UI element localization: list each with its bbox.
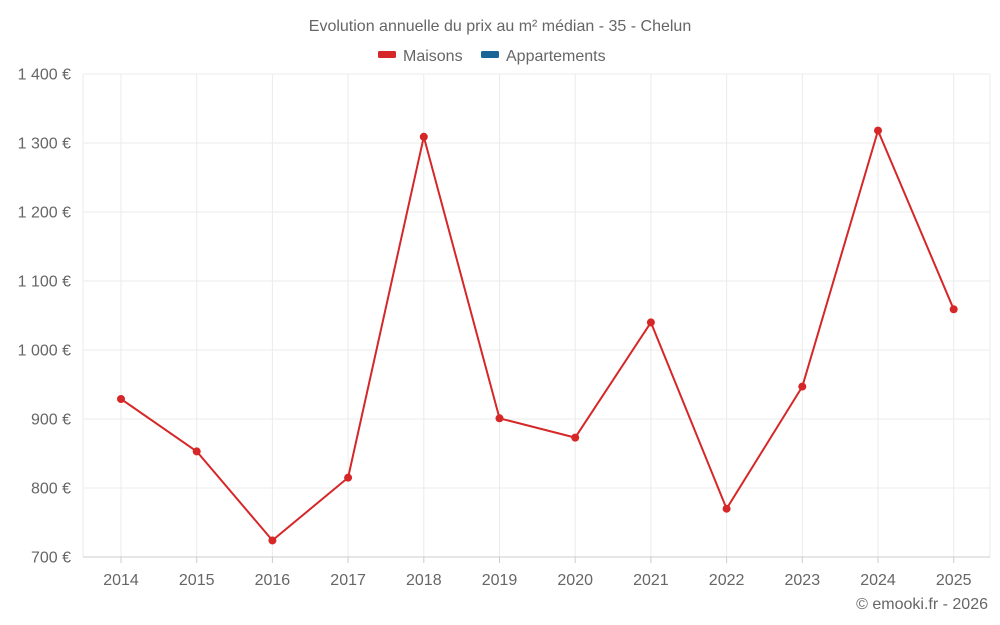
y-tick-label: 1 100 € <box>18 274 71 291</box>
x-tick-label: 2016 <box>255 572 291 589</box>
data-point[interactable] <box>722 504 731 513</box>
x-tick-label: 2023 <box>785 572 821 589</box>
y-tick-label: 1 400 € <box>18 67 71 84</box>
series-line-maisons <box>120 129 955 542</box>
data-point[interactable] <box>874 126 882 135</box>
data-point[interactable] <box>192 447 201 456</box>
x-tick-label: 2017 <box>330 572 366 589</box>
data-point[interactable] <box>344 473 353 482</box>
x-tick-label: 2018 <box>406 572 442 589</box>
y-tick-label: 800 € <box>31 481 71 498</box>
x-tick-label: 2022 <box>709 572 745 589</box>
x-tick-label: 2024 <box>860 572 896 589</box>
series <box>117 126 958 545</box>
x-tick-label: 2019 <box>482 572 518 589</box>
legend-label-maisons: Maisons <box>403 48 463 65</box>
x-tick-label: 2020 <box>557 572 593 589</box>
x-tick-label: 2021 <box>633 572 669 589</box>
legend-item-appartements[interactable]: Appartements <box>481 48 606 65</box>
axes: 700 € 800 € 900 € 1 000 € 1 100 € 1 200 € 1 30… <box>18 67 990 589</box>
credit: © emooki.fr - 2026 <box>856 596 988 613</box>
legend: Maisons Appartements <box>378 48 606 65</box>
y-tick-label: 1 300 € <box>18 136 71 153</box>
data-point[interactable] <box>798 382 807 391</box>
data-point[interactable] <box>949 305 958 314</box>
x-tick-label: 2025 <box>936 572 972 589</box>
y-tick-label: 700 € <box>31 550 71 567</box>
legend-swatch-maisons <box>378 51 396 58</box>
x-tick-label: 2015 <box>179 572 215 589</box>
data-point[interactable] <box>646 318 655 327</box>
legend-label-appartements: Appartements <box>506 48 606 65</box>
grid <box>82 73 991 557</box>
data-point[interactable] <box>117 394 125 403</box>
legend-swatch-appartements <box>481 51 499 58</box>
x-tick-label: 2014 <box>103 572 139 589</box>
chart-title: Evolution annuelle du prix au m² médian … <box>309 18 691 35</box>
y-tick-label: 1 200 € <box>18 205 71 222</box>
y-tick-label: 1 000 € <box>18 343 71 360</box>
data-point[interactable] <box>419 132 428 141</box>
data-point[interactable] <box>571 433 580 442</box>
data-point[interactable] <box>495 414 504 423</box>
y-tick-label: 900 € <box>31 412 71 429</box>
data-point[interactable] <box>268 536 277 545</box>
legend-item-maisons[interactable]: Maisons <box>378 48 463 65</box>
